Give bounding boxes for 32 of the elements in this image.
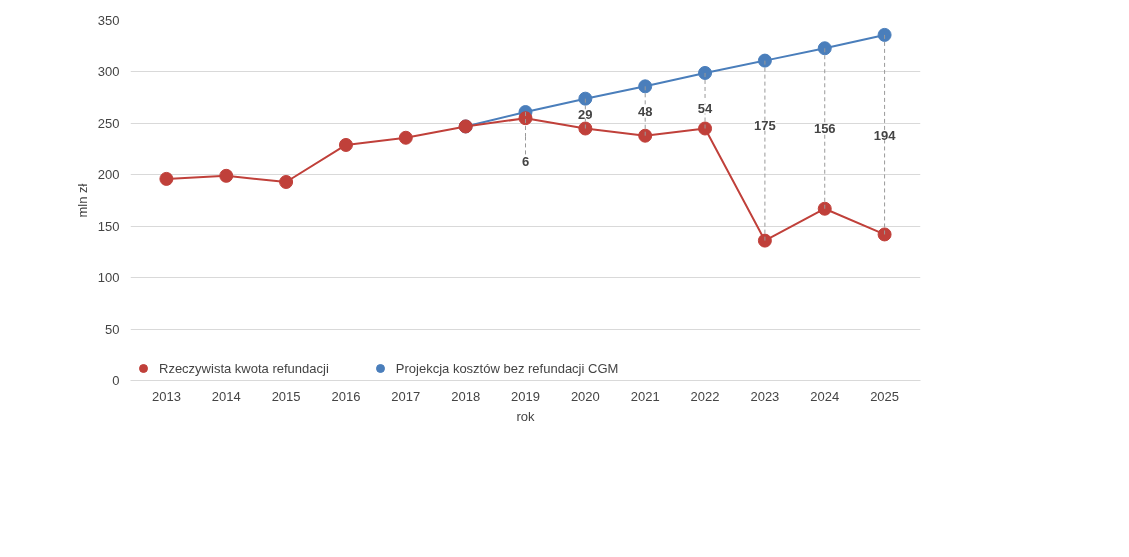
x-tick-label: 2014: [211, 388, 241, 404]
x-axis-title: rok: [516, 408, 536, 424]
legend-label: Projekcja kosztów bez refundacji CGM: [395, 360, 619, 376]
y-tick-label: 100: [97, 270, 120, 286]
x-tick-label: 2020: [570, 388, 600, 404]
annotation: 175: [754, 117, 776, 133]
y-tick-label: 300: [97, 64, 120, 80]
annotation: 194: [873, 128, 897, 144]
x-tick-label: 2025: [870, 388, 900, 404]
y-tick-label: 0: [112, 373, 120, 388]
x-tick-label: 2021: [630, 388, 660, 404]
annotation: 29: [578, 106, 593, 122]
legend-label: Rzeczywista kwota refundacji: [159, 360, 329, 376]
x-tick-label: 2015: [271, 388, 301, 404]
x-tick-label: 2024: [810, 388, 840, 404]
x-tick-label: 2019: [511, 388, 540, 404]
x-tick-label: 2016: [331, 388, 361, 404]
annotation: 48: [637, 103, 653, 119]
x-tick-label: 2018: [451, 388, 481, 404]
x-tick-label: 2022: [690, 388, 720, 404]
y-tick-label: 200: [97, 167, 120, 183]
annotation: 6: [521, 153, 530, 169]
y-tick-label: 150: [97, 218, 120, 234]
x-tick-label: 2017: [391, 388, 421, 404]
x-tick-label: 2013: [151, 388, 181, 404]
annotation: 156: [813, 121, 836, 136]
y-axis-title: mln zł: [74, 183, 90, 218]
y-tick-label: 250: [97, 115, 120, 131]
y-tick-label: 50: [105, 321, 120, 337]
y-tick-label: 350: [97, 13, 120, 28]
annotation: 54: [697, 101, 714, 117]
x-tick-label: 2023: [750, 388, 780, 404]
